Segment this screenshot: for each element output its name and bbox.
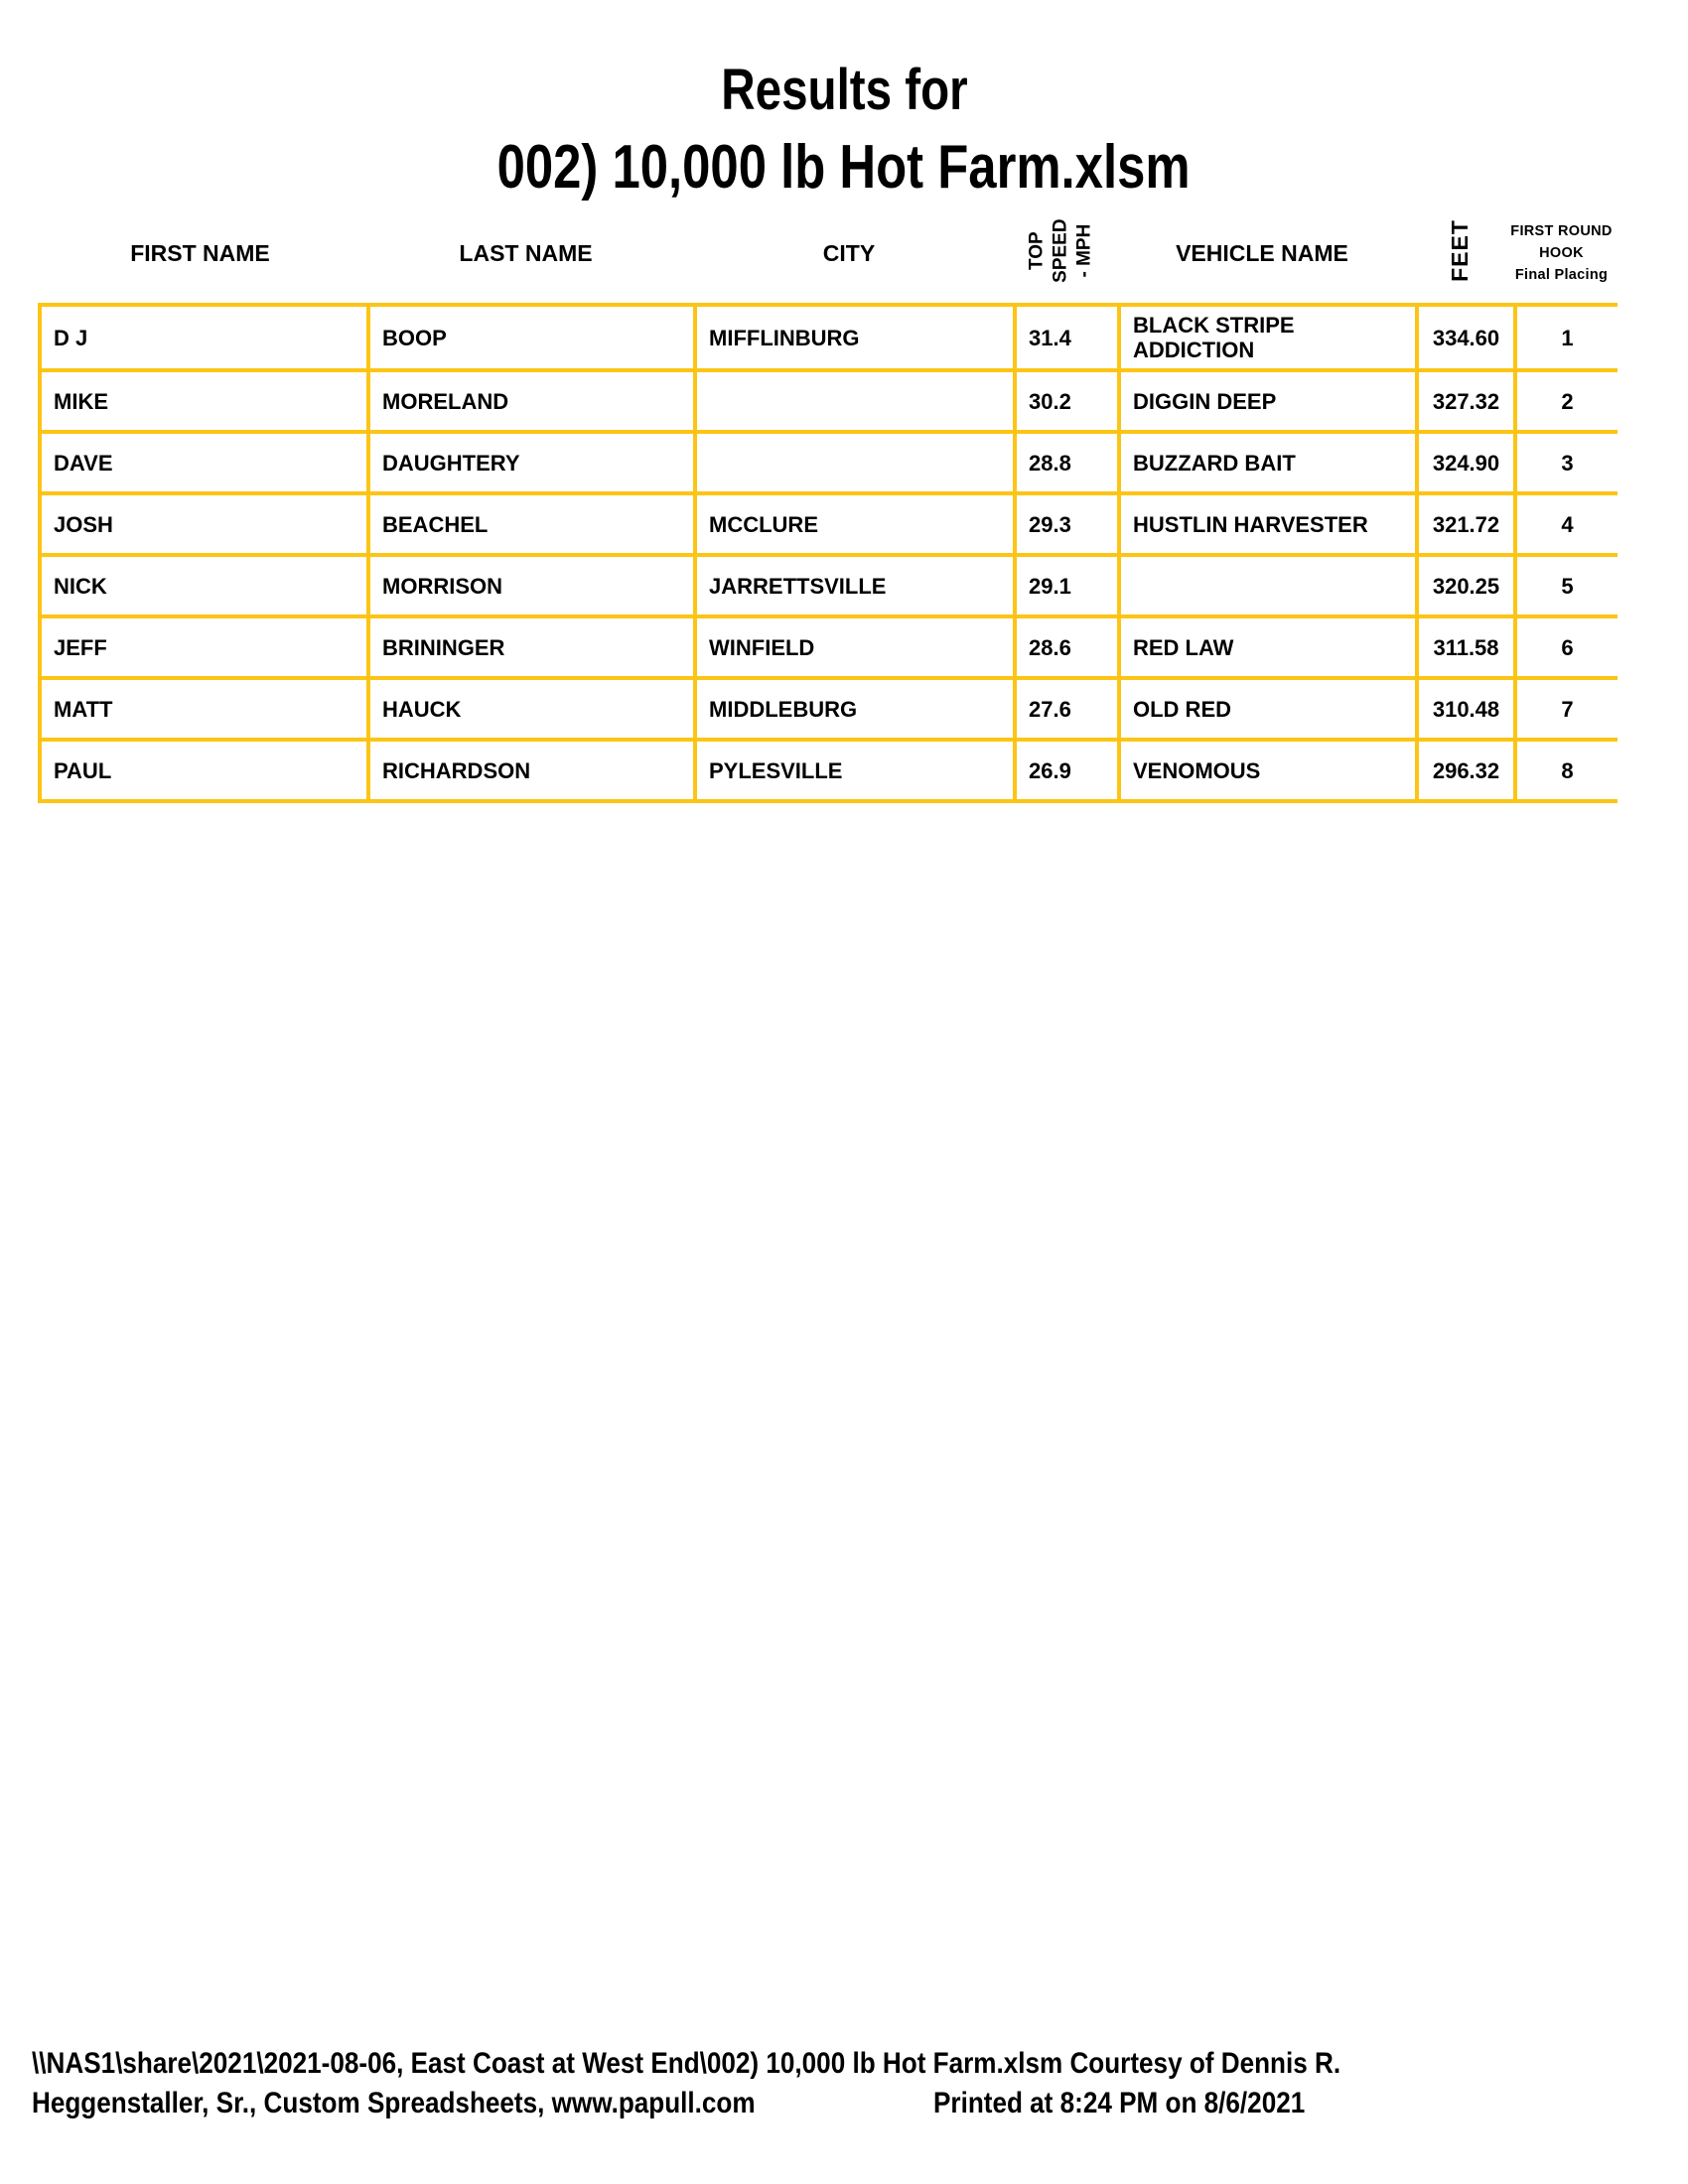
- cell-top-speed: 28.6: [1013, 614, 1117, 676]
- hook-header-line-1: FIRST ROUND: [1510, 223, 1613, 239]
- cell-feet: 321.72: [1415, 491, 1513, 553]
- top-speed-line-1: TOP: [1026, 231, 1048, 270]
- cell-last-name: RICHARDSON: [366, 738, 693, 799]
- cell-placing: 3: [1513, 430, 1618, 491]
- cell-first-name: MATT: [42, 676, 366, 738]
- cell-vehicle-name: HUSTLIN HARVESTER: [1117, 491, 1415, 553]
- footer-credits-text: Heggenstaller, Sr., Custom Spreadsheets,…: [32, 2087, 756, 2119]
- file-title-text: 002) 10,000 lb Hot Farm.xlsm: [497, 133, 1191, 202]
- cell-placing: 4: [1513, 491, 1618, 553]
- cell-top-speed: 28.8: [1013, 430, 1117, 491]
- cell-first-name: NICK: [42, 553, 366, 614]
- cell-top-speed: 29.1: [1013, 553, 1117, 614]
- hook-header-line-3: Final Placing: [1514, 267, 1609, 283]
- cell-last-name: MORRISON: [366, 553, 693, 614]
- cell-first-name: JOSH: [42, 491, 366, 553]
- cell-vehicle-name: VENOMOUS: [1117, 738, 1415, 799]
- cell-top-speed: 26.9: [1013, 738, 1117, 799]
- cell-vehicle-name: BUZZARD BAIT: [1117, 430, 1415, 491]
- cell-last-name: BOOP: [366, 307, 693, 368]
- cell-first-name: PAUL: [42, 738, 366, 799]
- cell-city: MIDDLEBURG: [693, 676, 1013, 738]
- file-title: 002) 10,000 lb Hot Farm.xlsm: [0, 137, 1688, 199]
- footer-printed-text: Printed at 8:24 PM on 8/6/2021: [933, 2087, 1306, 2119]
- cell-first-name: DAVE: [42, 430, 366, 491]
- cell-first-name: MIKE: [42, 368, 366, 430]
- cell-city: WINFIELD: [693, 614, 1013, 676]
- cell-top-speed: 29.3: [1013, 491, 1117, 553]
- cell-placing: 1: [1513, 307, 1618, 368]
- cell-top-speed: 27.6: [1013, 676, 1117, 738]
- column-header-city: CITY: [822, 239, 876, 266]
- top-speed-rotated-label: TOP SPEED - MPH: [1026, 218, 1096, 282]
- cell-top-speed: 30.2: [1013, 368, 1117, 430]
- column-header-first-round-hook: FIRST ROUND HOOK Final Placing: [1509, 210, 1614, 296]
- cell-city: MIFFLINBURG: [693, 307, 1013, 368]
- page-title-text: Results for: [720, 58, 968, 122]
- cell-last-name: HAUCK: [366, 676, 693, 738]
- cell-vehicle-name: DIGGIN DEEP: [1117, 368, 1415, 430]
- cell-city: [693, 368, 1013, 430]
- cell-placing: 5: [1513, 553, 1618, 614]
- hook-header-line-2: HOOK: [1539, 245, 1584, 261]
- column-header-top-speed: TOP SPEED - MPH: [1009, 199, 1113, 303]
- cell-feet: 334.60: [1415, 307, 1513, 368]
- cell-last-name: BRININGER: [366, 614, 693, 676]
- footer-file-path-line: \\NAS1\share\2021\2021-08-06, East Coast…: [32, 2049, 1660, 2079]
- results-table: D J BOOP MIFFLINBURG 31.4 BLACK STRIPE A…: [38, 303, 1618, 803]
- cell-last-name: BEACHEL: [366, 491, 693, 553]
- cell-feet: 310.48: [1415, 676, 1513, 738]
- column-header-first-name: FIRST NAME: [130, 239, 270, 266]
- footer-printed-timestamp: Printed at 8:24 PM on 8/6/2021: [933, 2089, 1360, 2118]
- page-title: Results for: [0, 62, 1688, 119]
- cell-last-name: DAUGHTERY: [366, 430, 693, 491]
- feet-rotated-label: FEET: [1447, 219, 1473, 282]
- cell-city: [693, 430, 1013, 491]
- top-speed-line-2: SPEED: [1050, 218, 1071, 283]
- column-header-feet: FEET: [1411, 199, 1509, 303]
- cell-feet: 327.32: [1415, 368, 1513, 430]
- footer-file-path-text: \\NAS1\share\2021\2021-08-06, East Coast…: [32, 2047, 1341, 2080]
- cell-vehicle-name: OLD RED: [1117, 676, 1415, 738]
- cell-placing: 8: [1513, 738, 1618, 799]
- cell-city: PYLESVILLE: [693, 738, 1013, 799]
- cell-placing: 2: [1513, 368, 1618, 430]
- cell-vehicle-name: BLACK STRIPE ADDICTION: [1117, 307, 1415, 368]
- footer-credits-line: Heggenstaller, Sr., Custom Spreadsheets,…: [32, 2089, 1660, 2118]
- cell-first-name: JEFF: [42, 614, 366, 676]
- cell-vehicle-name: [1117, 553, 1415, 614]
- cell-placing: 6: [1513, 614, 1618, 676]
- cell-feet: 324.90: [1415, 430, 1513, 491]
- cell-city: MCCLURE: [693, 491, 1013, 553]
- column-header-vehicle-name: VEHICLE NAME: [1176, 239, 1348, 266]
- column-header-last-name: LAST NAME: [459, 239, 593, 266]
- cell-vehicle-name: RED LAW: [1117, 614, 1415, 676]
- cell-feet: 311.58: [1415, 614, 1513, 676]
- cell-first-name: D J: [54, 325, 88, 350]
- top-speed-line-3: - MPH: [1073, 223, 1095, 278]
- cell-last-name: MORELAND: [366, 368, 693, 430]
- cell-feet: 320.25: [1415, 553, 1513, 614]
- cell-placing: 7: [1513, 676, 1618, 738]
- cell-top-speed: 31.4: [1013, 307, 1117, 368]
- cell-city: JARRETTSVILLE: [693, 553, 1013, 614]
- cell-feet: 296.32: [1415, 738, 1513, 799]
